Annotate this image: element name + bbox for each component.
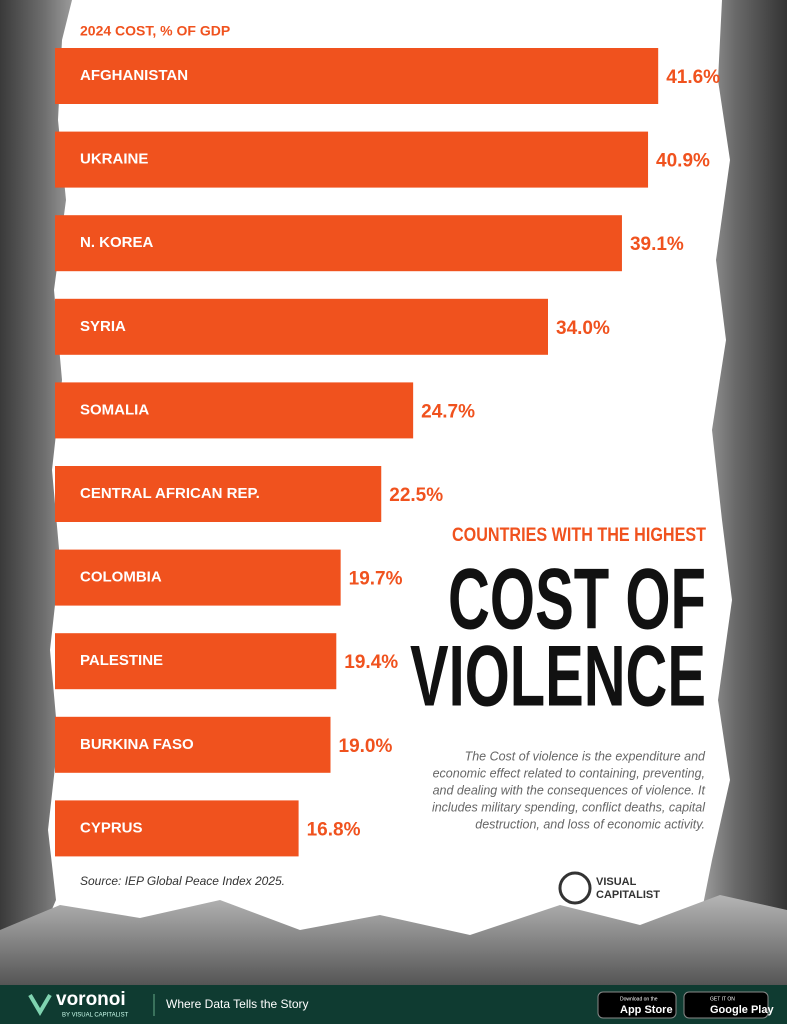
category-label: COLOMBIA xyxy=(80,569,162,586)
category-label: N. KOREA xyxy=(80,234,154,251)
bar xyxy=(55,549,341,606)
title-line: VIOLENCE xyxy=(410,629,706,725)
description-line: economic effect related to containing, p… xyxy=(433,766,705,780)
bar xyxy=(55,298,548,355)
button-bg xyxy=(597,991,677,1019)
supertitle: COUNTRIES WITH THE HIGHEST xyxy=(452,525,706,546)
button-label: App Store xyxy=(620,1004,673,1016)
brand-sub: BY VISUAL CAPITALIST xyxy=(62,1013,129,1019)
rubble xyxy=(0,895,787,985)
logo: VISUAL CAPITALIST xyxy=(558,871,660,905)
bar xyxy=(55,633,337,690)
source: Source: IEP Global Peace Index 2025. xyxy=(80,874,285,888)
category-label: CYPRUS xyxy=(80,819,143,836)
category-label: PALESTINE xyxy=(80,652,163,669)
value-label: 24.7% xyxy=(421,401,475,422)
button-bg xyxy=(683,991,769,1019)
button-label: Google Play xyxy=(710,1004,774,1016)
category-label: BURKINA FASO xyxy=(80,736,194,753)
bars: AFGHANISTAN 41.6% UKRAINE 40.9% N. KOREA 39.1… xyxy=(55,48,720,857)
value-label: 19.7% xyxy=(349,569,403,590)
bar xyxy=(55,131,649,188)
value-label: 19.0% xyxy=(339,736,393,757)
description: The Cost of violence is the expenditure … xyxy=(432,749,706,831)
logo-text: VISUAL xyxy=(596,876,637,888)
description-line: includes military spending, conflict dea… xyxy=(432,800,706,814)
app-store-button[interactable]: Download on the App Store xyxy=(597,991,677,1019)
bar xyxy=(55,466,382,522)
category-label: SYRIA xyxy=(80,318,126,335)
brand-icon xyxy=(28,993,52,1016)
button-small: Download on the xyxy=(620,996,658,1002)
tagline: Where Data Tells the Story xyxy=(166,997,309,1011)
brand: voronoi xyxy=(56,989,126,1010)
value-label: 34.0% xyxy=(556,318,610,339)
category-label: CENTRAL AFRICAN REP. xyxy=(80,485,260,502)
axis-label: 2024 COST, % OF GDP xyxy=(80,23,230,39)
value-label: 19.4% xyxy=(344,652,398,673)
value-label: 40.9% xyxy=(656,151,710,172)
footer: voronoi BY VISUAL CAPITALIST Where Data … xyxy=(28,989,774,1019)
value-label: 22.5% xyxy=(389,485,443,506)
category-label: AFGHANISTAN xyxy=(80,67,188,84)
logo-mark xyxy=(558,871,592,905)
button-small: GET IT ON xyxy=(710,996,735,1002)
bar xyxy=(55,215,622,272)
logo-text: CAPITALIST xyxy=(596,889,660,901)
rock-wall-left xyxy=(0,0,72,985)
google-play-button[interactable]: GET IT ON Google Play xyxy=(683,991,774,1019)
description-line: destruction, and loss of economic activi… xyxy=(475,817,705,831)
description-line: The Cost of violence is the expenditure … xyxy=(465,749,706,763)
title-line: COST OF xyxy=(448,552,706,648)
description-line: and dealing with the consequences of vio… xyxy=(433,783,706,797)
value-label: 16.8% xyxy=(307,819,361,840)
category-label: SOMALIA xyxy=(80,401,149,418)
rock-wall-right xyxy=(700,0,787,985)
bar xyxy=(55,48,659,104)
bar xyxy=(55,716,331,773)
bar xyxy=(55,382,414,439)
bar xyxy=(55,800,299,857)
category-label: UKRAINE xyxy=(80,151,148,168)
value-label: 41.6% xyxy=(666,67,720,88)
value-label: 39.1% xyxy=(630,234,684,255)
